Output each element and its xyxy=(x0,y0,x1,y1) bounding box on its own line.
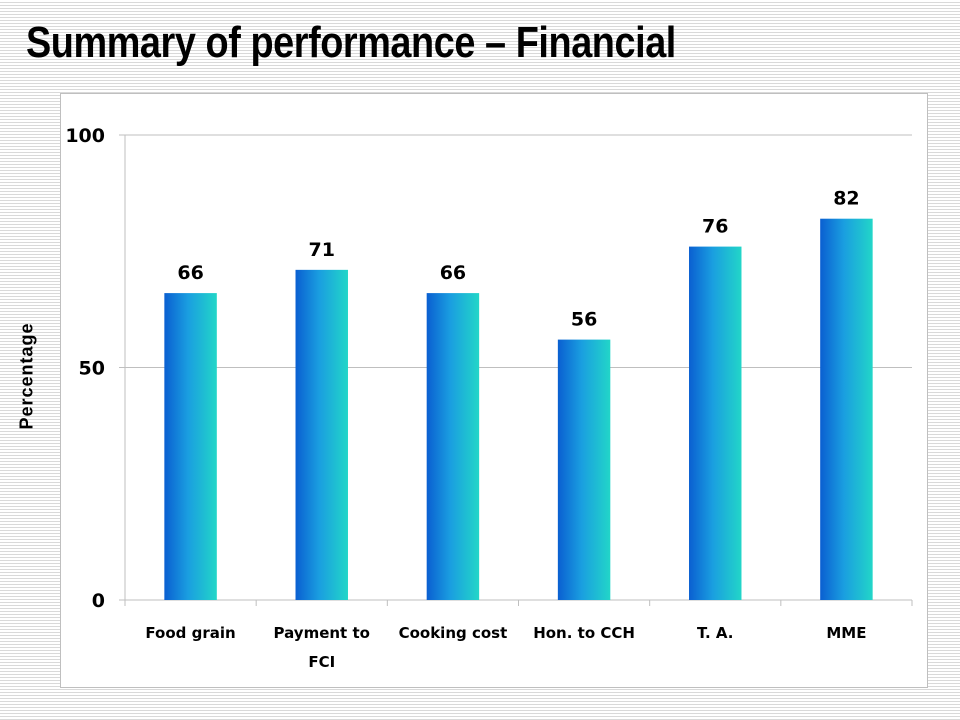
data-label: 71 xyxy=(309,239,335,261)
data-label: 82 xyxy=(833,188,859,210)
data-label: 76 xyxy=(702,216,728,238)
y-tick-label: 50 xyxy=(79,358,105,380)
category-label: FCI xyxy=(308,653,335,671)
category-label: Payment to xyxy=(274,624,370,642)
bar xyxy=(557,339,611,600)
category-label: T. A. xyxy=(697,624,733,642)
y-tick-label: 0 xyxy=(92,590,105,612)
bar xyxy=(164,293,217,600)
bars xyxy=(164,218,873,600)
gridlines xyxy=(119,134,912,601)
category-label: Food grain xyxy=(145,624,235,642)
category-label: Hon. to CCH xyxy=(533,624,635,642)
bar xyxy=(426,293,480,600)
data-label: 56 xyxy=(571,309,597,331)
axes xyxy=(124,135,913,606)
y-tick-label: 100 xyxy=(65,125,105,147)
bar xyxy=(295,269,348,600)
data-label: 66 xyxy=(177,262,203,284)
bar xyxy=(820,218,873,600)
data-label: 66 xyxy=(440,262,466,284)
category-label: MME xyxy=(826,624,866,642)
labels: 0 50 100 66 Food grain 71 Payment to FCI 66 Cooki… xyxy=(65,125,866,671)
slide-title: Summary of performance – Financial xyxy=(26,18,676,67)
category-label: Cooking cost xyxy=(399,624,508,642)
bar xyxy=(689,246,742,600)
